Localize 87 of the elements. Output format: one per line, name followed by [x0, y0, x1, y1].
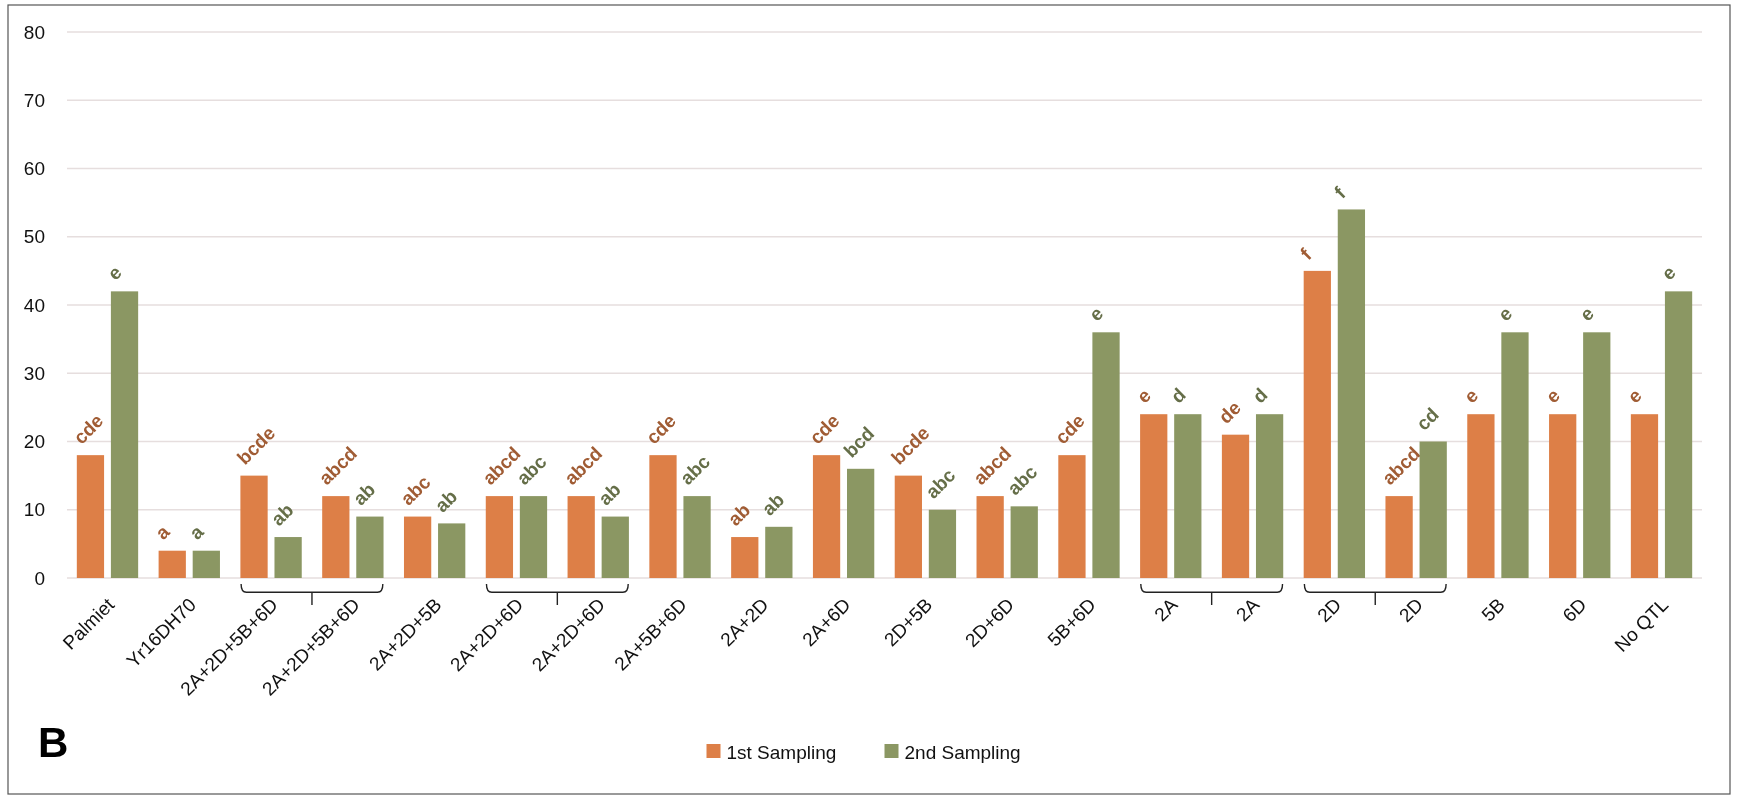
bar: [847, 468, 875, 578]
data-label: e: [1575, 302, 1599, 326]
x-tick-label: No QTL: [1610, 593, 1673, 656]
bar: [1630, 414, 1659, 578]
y-tick-label: 40: [23, 294, 45, 316]
data-label: e: [1459, 384, 1483, 408]
bar: [1419, 441, 1447, 578]
data-label: f: [1296, 243, 1317, 264]
data-label: f: [1330, 182, 1351, 203]
y-tick-label: 60: [23, 158, 45, 180]
data-label: abc: [1003, 460, 1042, 500]
x-tick-label: 2A: [1232, 593, 1264, 626]
bar: [812, 455, 841, 578]
data-label: abc: [676, 450, 715, 489]
bar: [731, 537, 759, 578]
data-label: e: [1623, 384, 1646, 408]
bar: [567, 496, 595, 578]
bar: [683, 496, 711, 578]
data-label: e: [1132, 384, 1156, 408]
data-label: e: [103, 261, 126, 285]
bar: [192, 550, 220, 578]
text: B: [38, 719, 69, 766]
bar: [1385, 496, 1413, 578]
x-tick-label: 2D: [1313, 593, 1346, 627]
y-tick-label: 80: [23, 21, 45, 43]
bar: [976, 496, 1004, 578]
bar: [1501, 332, 1529, 578]
bar: [1058, 455, 1086, 578]
bar: [240, 475, 268, 578]
bar: [76, 455, 105, 578]
bar: [356, 516, 384, 578]
bar: [1303, 270, 1331, 578]
data-label: e: [1657, 261, 1680, 285]
x-tick-label: 2A: [1150, 593, 1182, 626]
legend-label: 1st Sampling: [726, 741, 837, 763]
data-label: a: [185, 520, 208, 544]
bar: [601, 516, 629, 578]
bar: [1549, 414, 1577, 578]
x-tick-label: 2D: [1394, 593, 1427, 627]
data-label: cde: [641, 409, 680, 448]
data-label: cd: [1412, 403, 1443, 435]
y-tick-label: 20: [23, 431, 45, 453]
bar: [1010, 506, 1038, 578]
data-label: ab: [757, 489, 789, 520]
data-label: abc: [921, 464, 960, 503]
bar: [1255, 414, 1284, 578]
data-label: a: [151, 520, 174, 544]
data-label: ab: [723, 499, 755, 530]
bar: [649, 455, 677, 578]
y-tick-label: 0: [34, 567, 45, 589]
data-label: ab: [267, 499, 298, 530]
bar: [438, 523, 466, 578]
bar: [894, 475, 922, 578]
bar: [1140, 414, 1168, 578]
bar: [1583, 332, 1611, 578]
data-label: de: [1214, 396, 1246, 428]
x-tick-label: 6D: [1558, 593, 1591, 627]
bar: [765, 526, 793, 578]
data-label: cde: [69, 409, 108, 448]
bar: [274, 537, 302, 578]
bar: [158, 550, 186, 578]
bar: [1221, 434, 1250, 578]
y-tick-label: 50: [23, 226, 45, 248]
bar: [1092, 332, 1120, 578]
data-label: ab: [348, 478, 380, 510]
bar: [1337, 209, 1366, 578]
bar: [1664, 291, 1693, 578]
bar: [485, 496, 514, 578]
data-label: cde: [1050, 409, 1089, 448]
bar: [322, 496, 350, 578]
data-label: ab: [594, 478, 625, 510]
bar: [1467, 414, 1495, 578]
y-tick-label: 10: [23, 499, 45, 521]
x-tick-label: 5B: [1477, 593, 1509, 626]
legend-label: 2nd Sampling: [904, 741, 1021, 763]
bar: [519, 496, 548, 578]
data-label: e: [1541, 384, 1564, 408]
bar: [928, 509, 957, 578]
y-tick-label: 70: [23, 89, 45, 111]
data-label: d: [1166, 383, 1190, 408]
bar: [403, 516, 432, 578]
y-tick-label: 30: [23, 362, 45, 384]
bar: [110, 291, 139, 578]
data-label: e: [1493, 302, 1517, 326]
data-label: d: [1248, 383, 1272, 408]
data-label: e: [1085, 302, 1108, 326]
bar: [1174, 414, 1202, 578]
